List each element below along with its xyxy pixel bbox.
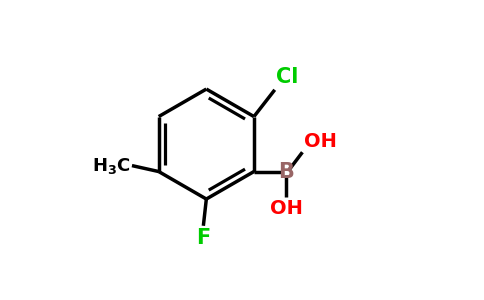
Text: OH: OH xyxy=(303,132,336,151)
Text: OH: OH xyxy=(270,199,302,218)
Text: $\mathregular{H_3C}$: $\mathregular{H_3C}$ xyxy=(92,156,131,176)
Text: B: B xyxy=(278,161,294,182)
Text: F: F xyxy=(196,228,211,248)
Text: Cl: Cl xyxy=(276,68,299,87)
